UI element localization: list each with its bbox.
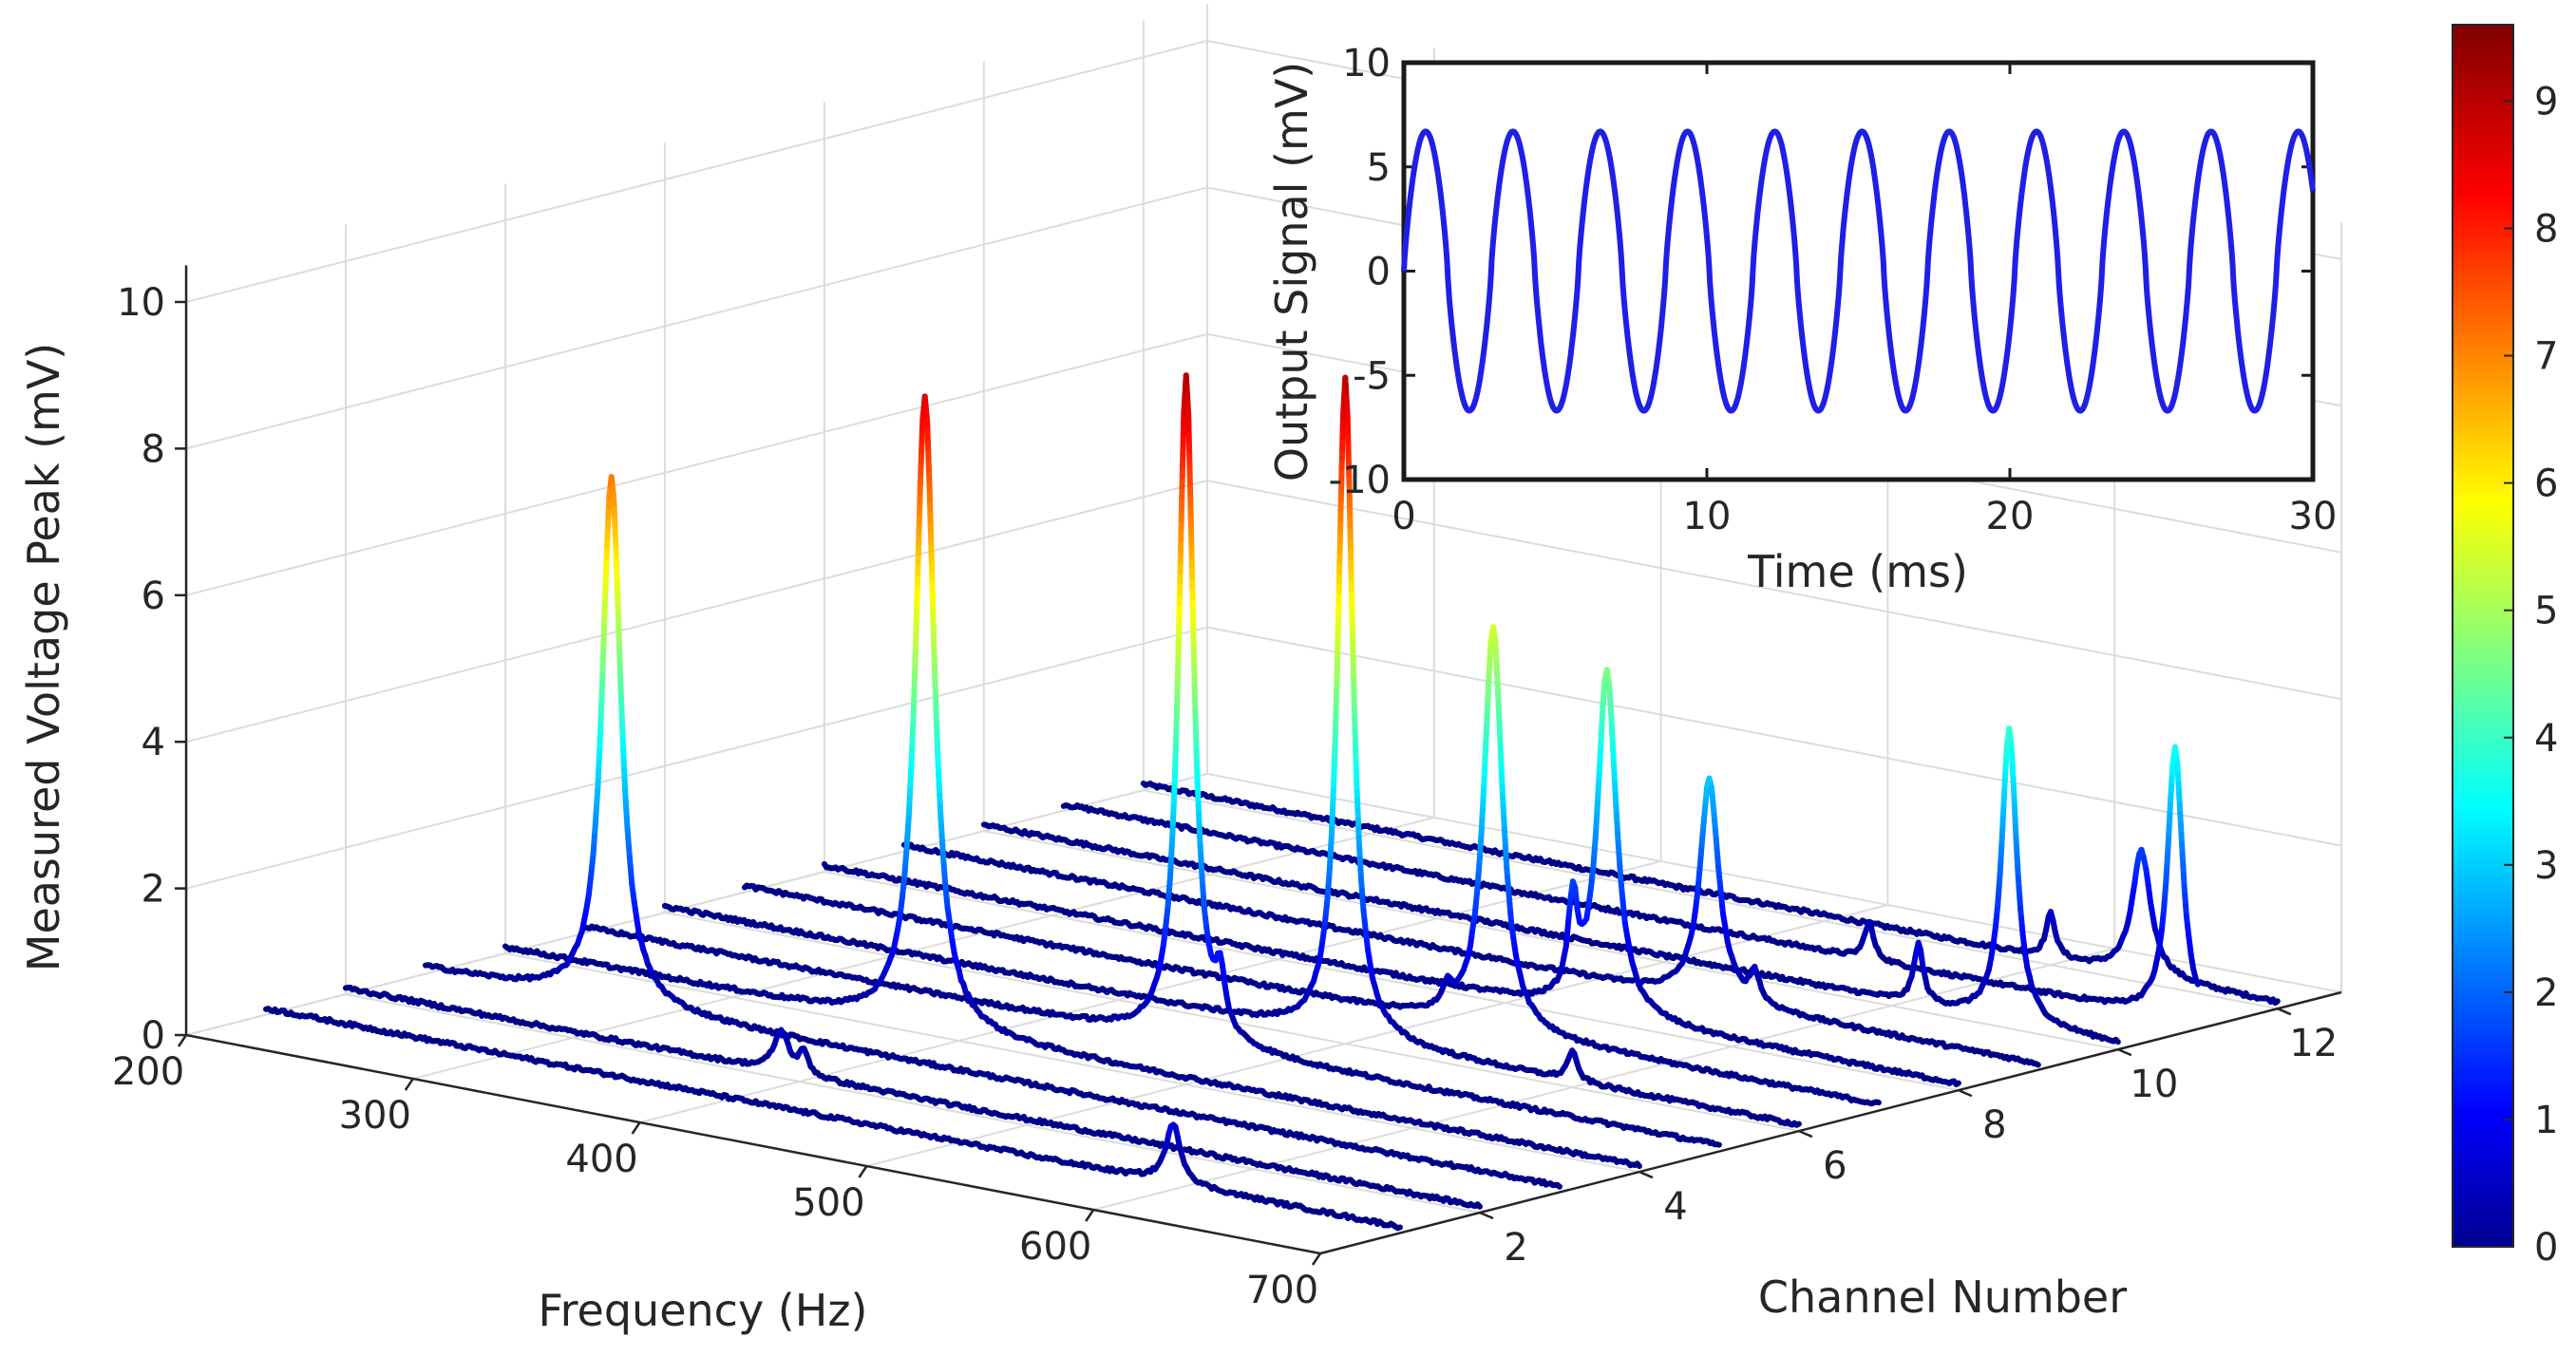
series-line — [900, 775, 2041, 1068]
series-segment — [2192, 975, 2201, 988]
x-tick-mark — [631, 1121, 641, 1135]
series-line — [1140, 781, 2281, 1007]
waterfall-series — [262, 372, 2281, 1232]
x-axis-line — [185, 1033, 1321, 1255]
y-tick-mark — [2277, 1008, 2292, 1016]
floor-grid-line — [824, 871, 1960, 1092]
y-tick-mark — [1479, 1211, 1494, 1220]
side-wall-grid-line — [185, 40, 1208, 303]
back-wall-grid-line — [1206, 626, 2342, 847]
side-wall-grid-line — [185, 186, 1208, 450]
series-segment — [1873, 1099, 1882, 1106]
series-line — [980, 725, 2121, 1045]
series-line — [502, 393, 1642, 1170]
floor-grid-line — [504, 952, 1640, 1174]
series-segment — [1793, 1121, 1802, 1128]
side-wall-grid-line — [185, 332, 1208, 596]
series-segment — [2112, 1036, 2121, 1045]
series-line — [821, 667, 1961, 1087]
series-line — [581, 372, 1722, 1148]
floor-grid-line — [1092, 948, 2115, 1211]
y-tick-mark — [2117, 1048, 2132, 1057]
series-segment — [1953, 1080, 1961, 1087]
y-tick-mark — [1958, 1088, 1973, 1098]
x-tick-mark — [1085, 1209, 1095, 1222]
y-tick-mark — [1798, 1129, 1813, 1139]
y-axis-line — [1319, 990, 2342, 1255]
x-tick-mark — [858, 1165, 868, 1178]
series-segment — [1714, 1141, 1722, 1148]
series-segment — [2272, 998, 2281, 1007]
waterfall-axes — [175, 265, 2342, 1266]
back-wall-grid-line — [1206, 773, 2342, 993]
floor-grid-line — [345, 993, 1481, 1215]
series-line — [741, 624, 1882, 1107]
x-tick-mark — [177, 1034, 188, 1047]
side-wall-grid-line — [185, 480, 1208, 744]
back-wall-grid-line — [1206, 480, 2342, 701]
x-tick-mark — [404, 1078, 414, 1091]
side-wall-grid-line — [185, 773, 1208, 1036]
x-tick-mark — [1311, 1252, 1322, 1266]
y-tick-mark — [1638, 1170, 1654, 1179]
side-wall-grid-line — [185, 626, 1208, 890]
floor-grid-line — [412, 817, 1435, 1080]
series-line — [661, 374, 1802, 1128]
